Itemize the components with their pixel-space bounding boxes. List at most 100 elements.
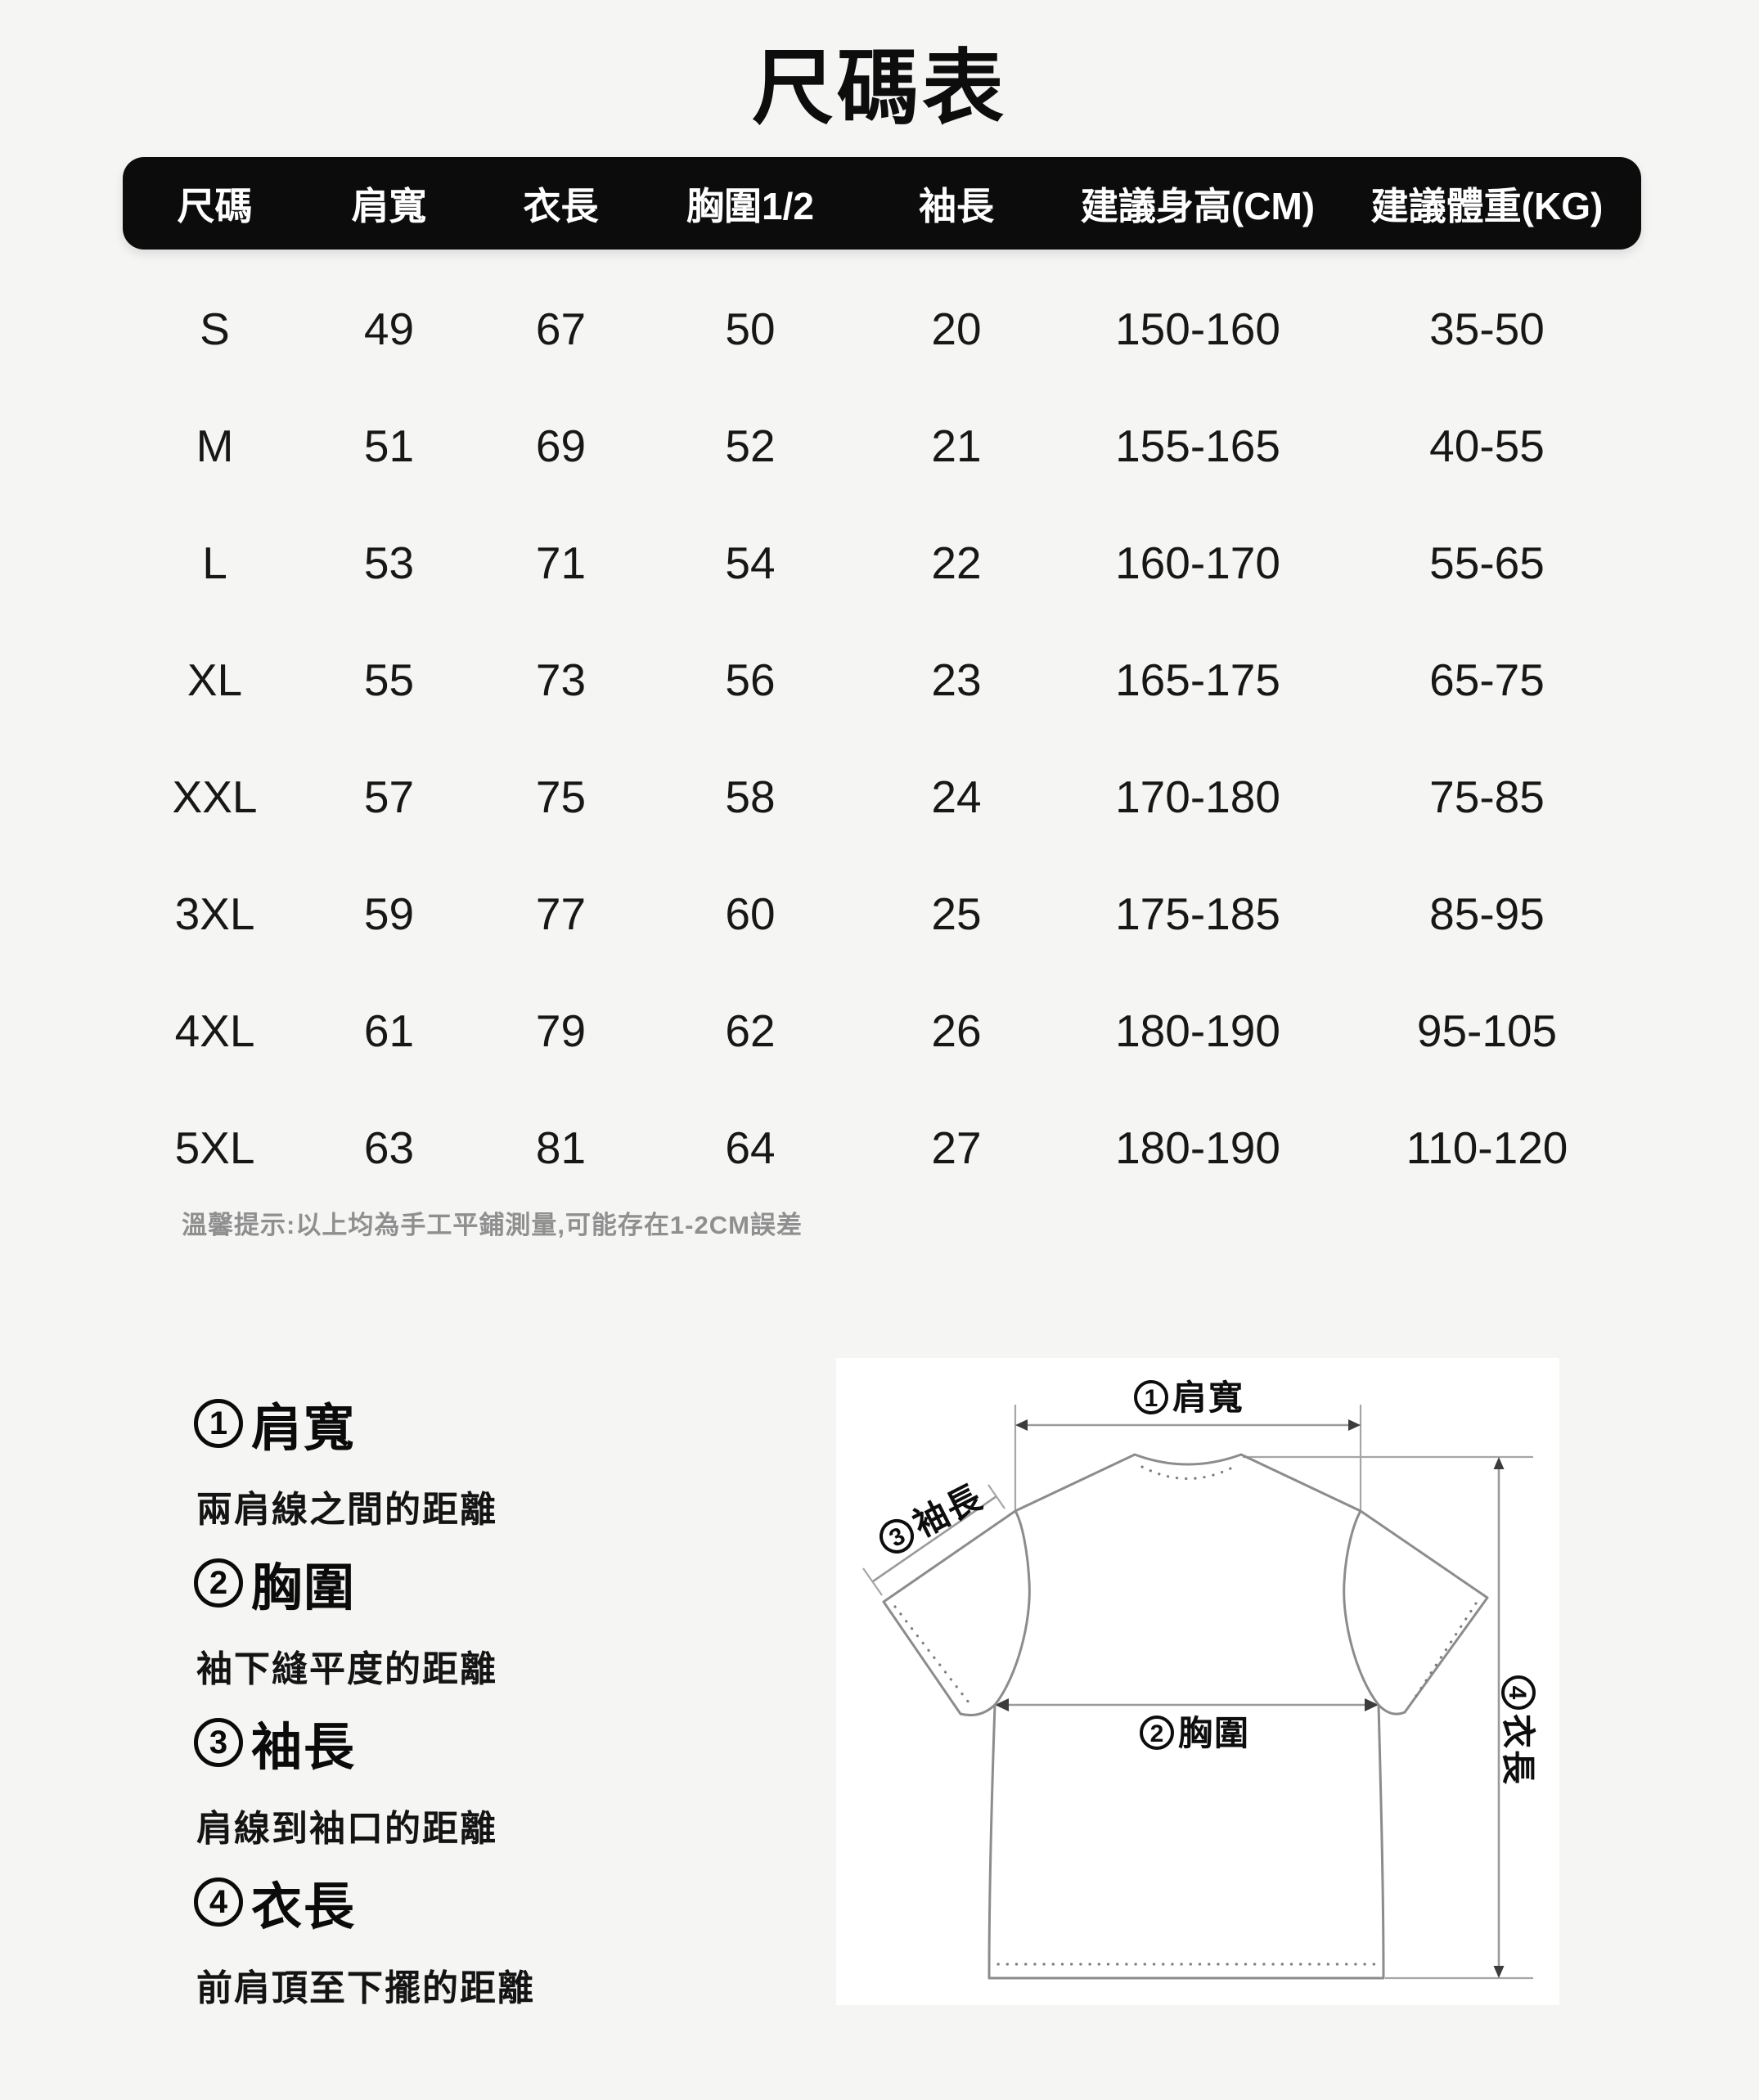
table-cell: 24 xyxy=(931,771,982,822)
page-title: 尺碼表 xyxy=(752,43,1007,134)
cuff-stitch-left xyxy=(893,1605,970,1704)
table-row: XXL 57 75 58 24 170-180 75-85 xyxy=(123,738,1641,855)
legend-item-title: 3 袖長 xyxy=(194,1706,495,1779)
table-cell: 64 xyxy=(725,1122,776,1173)
table-cell: 4XL xyxy=(174,1005,255,1056)
table-cell: 21 xyxy=(931,420,982,471)
table-cell: 23 xyxy=(931,654,982,705)
legend-item-length: 4 衣長 前肩頂至下擺的距離 xyxy=(194,1865,533,2011)
table-cell: 62 xyxy=(725,1005,776,1056)
circled-number-icon xyxy=(880,1518,915,1554)
header-cell-weight: 建議體重(KG) xyxy=(1370,184,1604,227)
arrowhead xyxy=(1015,1419,1028,1431)
table-cell: 63 xyxy=(363,1122,415,1173)
header-cell-chest: 胸圍1/2 xyxy=(686,184,814,227)
table-cell: 75-85 xyxy=(1429,771,1545,822)
legend-item-label: 肩寬 xyxy=(251,1401,357,1457)
table-cell: 67 xyxy=(535,303,587,354)
legend-item-label: 衣長 xyxy=(251,1879,357,1936)
table-cell: 26 xyxy=(931,1005,982,1056)
arrowhead xyxy=(1365,1698,1379,1711)
table-cell: 71 xyxy=(535,537,587,588)
legend-item-sleeve: 3 袖長 肩線到袖口的距離 xyxy=(194,1706,497,1851)
table-header: 尺碼 肩寬 衣長 胸圍1/2 袖長 建議身高(CM) 建議體重(KG) xyxy=(123,157,1641,250)
circled-number-4: 4 xyxy=(194,1877,243,1927)
table-cell: 61 xyxy=(363,1005,415,1056)
table-cell: 50 xyxy=(725,303,776,354)
table-cell: 49 xyxy=(363,303,415,354)
diagram-label-shoulder: 1 肩寬 xyxy=(1134,1378,1243,1417)
tshirt-measurement-diagram: 1 肩寬 2 胸圍 3 袖長 4 衣長 xyxy=(836,1358,1559,2005)
header-cell-sleeve: 袖長 xyxy=(919,184,994,227)
tshirt-armhole-left xyxy=(993,1509,1031,1707)
table-cell: 65-75 xyxy=(1429,654,1545,705)
table-cell: 27 xyxy=(931,1122,982,1173)
arrowhead xyxy=(995,1698,1009,1711)
diagram-background xyxy=(836,1358,1559,2005)
table-cell: 79 xyxy=(535,1005,587,1056)
table-cell: 95-105 xyxy=(1416,1005,1558,1056)
size-table-body: S 49 67 50 20 150-160 35-50 M 51 69 52 2… xyxy=(123,270,1641,1206)
legend-item-desc: 袖下縫平度的距離 xyxy=(196,1649,497,1689)
header-cell-length: 衣長 xyxy=(523,184,599,227)
legend-item-desc: 兩肩線之間的距離 xyxy=(196,1490,497,1530)
table-row: M 51 69 52 21 155-165 40-55 xyxy=(123,387,1641,504)
arrowhead xyxy=(1493,1457,1505,1469)
legend-item-title: 1 肩寬 xyxy=(194,1387,495,1460)
table-cell: 110-120 xyxy=(1406,1122,1568,1173)
header-cell-shoulder: 肩寬 xyxy=(351,184,427,227)
table-cell: 77 xyxy=(535,888,587,939)
measure-tick xyxy=(987,1484,1005,1509)
svg-text:胸圍: 胸圍 xyxy=(1178,1714,1250,1752)
measurement-note: 溫馨提示:以上均為手工平鋪測量,可能存在1-2CM誤差 xyxy=(182,1211,803,1239)
tshirt-underarm-left xyxy=(959,1703,996,1717)
table-cell: 180-190 xyxy=(1115,1005,1280,1056)
table-cell: 155-165 xyxy=(1115,420,1280,471)
measure-tick xyxy=(862,1567,883,1596)
diagram-label-length: 4 衣長 xyxy=(1499,1675,1537,1786)
legend-item-label: 胸圍 xyxy=(251,1560,357,1617)
table-row: XL 55 73 56 23 165-175 65-75 xyxy=(123,621,1641,738)
table-cell: 55-65 xyxy=(1429,537,1545,588)
table-cell: 175-185 xyxy=(1115,888,1280,939)
table-cell: 56 xyxy=(725,654,776,705)
legend-item-title: 4 衣長 xyxy=(194,1865,533,1939)
table-cell: S xyxy=(200,303,230,354)
table-cell: 53 xyxy=(363,537,415,588)
tshirt-outline xyxy=(882,1453,1489,1716)
circled-number-icon xyxy=(1140,1716,1174,1750)
table-cell: M xyxy=(196,420,234,471)
table-cell: L xyxy=(202,537,227,588)
circled-number-icon xyxy=(1134,1380,1168,1414)
svg-text:2: 2 xyxy=(1150,1720,1164,1747)
header-cell-height: 建議身高(CM) xyxy=(1080,184,1316,227)
table-row: 4XL 61 79 62 26 180-190 95-105 xyxy=(123,972,1641,1089)
legend-item-label: 袖長 xyxy=(251,1720,357,1776)
table-cell: 180-190 xyxy=(1115,1122,1280,1173)
table-cell: 3XL xyxy=(174,888,255,939)
table-cell: 57 xyxy=(363,771,415,822)
table-cell: 165-175 xyxy=(1115,654,1280,705)
table-cell: 54 xyxy=(725,537,776,588)
diagram-label-chest: 2 胸圍 xyxy=(1140,1714,1250,1752)
circled-number-1: 1 xyxy=(194,1399,243,1448)
table-cell: 40-55 xyxy=(1429,420,1545,471)
sleeve-length-arrow xyxy=(872,1495,997,1583)
table-cell: 60 xyxy=(725,888,776,939)
legend-item-desc: 肩線到袖口的距離 xyxy=(196,1809,497,1849)
table-cell: 35-50 xyxy=(1429,303,1545,354)
table-cell: 85-95 xyxy=(1429,888,1545,939)
circled-number-icon xyxy=(1501,1675,1536,1710)
table-cell: 55 xyxy=(363,654,415,705)
tshirt-body xyxy=(987,1703,1385,1980)
tshirt-underarm-right xyxy=(1377,1703,1406,1716)
table-row: 5XL 63 81 64 27 180-190 110-120 xyxy=(123,1089,1641,1206)
table-cell: 52 xyxy=(725,420,776,471)
table-cell: 69 xyxy=(535,420,587,471)
legend-item-title: 2 胸圍 xyxy=(194,1546,495,1620)
table-cell: 51 xyxy=(363,420,415,471)
cuff-stitch-right xyxy=(1411,1602,1478,1702)
arrowhead xyxy=(1348,1419,1361,1431)
circled-number-3: 3 xyxy=(194,1718,243,1767)
table-cell: 75 xyxy=(535,771,587,822)
